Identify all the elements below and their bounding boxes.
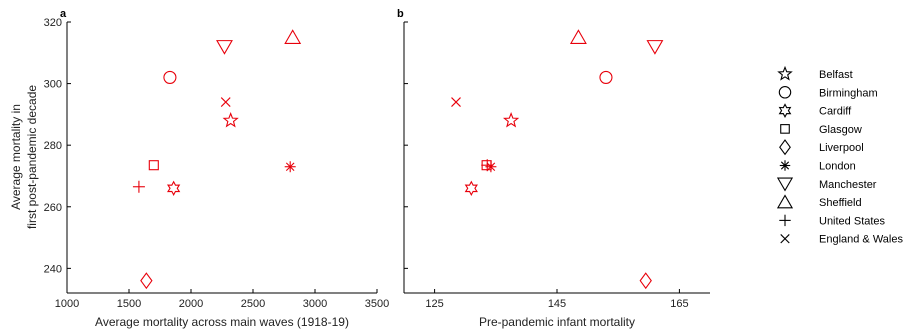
legend-item-cardiff: Cardiff xyxy=(778,103,852,118)
legend-marker-birmingham xyxy=(778,86,792,99)
panel-b-point-belfast xyxy=(502,112,520,128)
legend-item-glasgow: Glasgow xyxy=(780,124,862,136)
panel-a-point-glasgow xyxy=(148,160,159,171)
panel-a-point-london xyxy=(284,161,296,173)
panel-a-point-cardiff xyxy=(166,180,181,196)
legend-marker-liverpool xyxy=(779,139,791,156)
panel-a-point-birmingham xyxy=(163,70,177,84)
panel-a-letter: a xyxy=(60,8,67,20)
panel-a: a 1000 1500 2000 2500 3000 3500 240 260 280 300 3… xyxy=(9,8,389,329)
legend-marker-sheffield xyxy=(776,194,794,209)
panel-a-y-tick-label: 260 xyxy=(44,202,62,214)
legend: Belfast Birmingham Cardiff Glasgow Liverpool… xyxy=(776,65,903,246)
panel-a-x-ticks: 1000 1500 2000 2500 3000 3500 xyxy=(55,289,389,310)
legend-item-manchester: Manchester xyxy=(776,177,877,192)
legend-marker-manchester xyxy=(776,177,794,192)
legend-item-sheffield: Sheffield xyxy=(776,194,862,209)
legend-item-birmingham: Birmingham xyxy=(778,86,878,99)
panel-b-y-ticks xyxy=(404,21,408,269)
legend-item-london: London xyxy=(779,160,856,173)
panel-a-x-tick-label: 2000 xyxy=(179,298,203,310)
panel-a-x-tick-label: 3500 xyxy=(365,298,389,310)
panel-a-y-ticks: 240 260 280 300 320 xyxy=(44,17,71,275)
legend-item-liverpool: Liverpool xyxy=(779,139,864,156)
legend-label: Birmingham xyxy=(819,87,878,99)
legend-label: Manchester xyxy=(819,179,877,191)
legend-marker-england-and-wales xyxy=(780,234,790,244)
panel-b-point-cardiff xyxy=(464,180,478,196)
legend-label: Liverpool xyxy=(819,142,864,154)
panel-a-point-liverpool xyxy=(140,272,153,290)
legend-marker-glasgow xyxy=(780,124,790,134)
panel-a-x-tick-label: 1000 xyxy=(55,298,79,310)
legend-marker-united-states xyxy=(779,214,791,227)
legend-label: United States xyxy=(819,215,886,227)
panel-a-x-tick-label: 2500 xyxy=(241,298,265,310)
panel-a-x-tick-label: 1500 xyxy=(117,298,141,310)
panel-b-x-tick-label: 165 xyxy=(670,298,688,310)
panel-a-x-label: Average mortality across main waves (191… xyxy=(95,315,349,329)
legend-label: England & Wales xyxy=(819,234,903,246)
panel-b-x-label: Pre-pandemic infant mortality xyxy=(479,315,635,329)
panel-a-point-united-states xyxy=(132,180,145,193)
panel-b-point-liverpool xyxy=(639,272,652,290)
panel-a-point-belfast xyxy=(222,112,239,128)
panel-a-y-tick-label: 280 xyxy=(44,140,62,152)
panel-a-x-tick-label: 3000 xyxy=(303,298,327,310)
panel-b-point-sheffield xyxy=(569,29,587,44)
panel-b-point-england-and-wales xyxy=(451,97,461,107)
panel-a-y-tick-label: 300 xyxy=(44,79,62,91)
legend-label: Glasgow xyxy=(819,124,862,136)
panel-a-y-label-line1: Average mortality in xyxy=(9,104,23,210)
panel-a-point-england-and-wales xyxy=(220,97,231,107)
panel-a-point-manchester xyxy=(216,40,233,55)
panel-b-x-tick-label: 125 xyxy=(425,298,443,310)
panel-a-y-tick-label: 320 xyxy=(44,17,62,29)
legend-marker-belfast xyxy=(777,65,793,81)
panel-b-point-united-states xyxy=(481,159,494,172)
panel-b-letter: b xyxy=(397,8,404,20)
legend-item-england-and-wales: England & Wales xyxy=(780,234,903,246)
panel-a-points xyxy=(132,29,302,290)
panel-b-x-ticks: 125 145 165 xyxy=(425,289,689,310)
panel-a-y-label-line2: first post-pandemic decade xyxy=(25,85,39,229)
panel-b-points xyxy=(451,29,664,290)
legend-marker-cardiff xyxy=(778,103,792,118)
legend-item-belfast: Belfast xyxy=(777,65,853,81)
panel-b: b 125 145 165 Pre-pandemic infant mortalit… xyxy=(397,8,710,329)
panel-b-point-manchester xyxy=(646,40,664,55)
legend-label: Sheffield xyxy=(819,197,862,209)
legend-item-united-states: United States xyxy=(779,214,886,227)
legend-marker-london xyxy=(779,160,791,171)
panel-b-point-birmingham xyxy=(599,70,613,84)
legend-label: Cardiff xyxy=(819,106,852,118)
legend-label: London xyxy=(819,161,856,173)
panel-a-y-tick-label: 240 xyxy=(44,263,62,275)
panel-a-point-sheffield xyxy=(284,29,302,44)
panel-b-x-tick-label: 145 xyxy=(548,298,566,310)
legend-label: Belfast xyxy=(819,69,853,81)
